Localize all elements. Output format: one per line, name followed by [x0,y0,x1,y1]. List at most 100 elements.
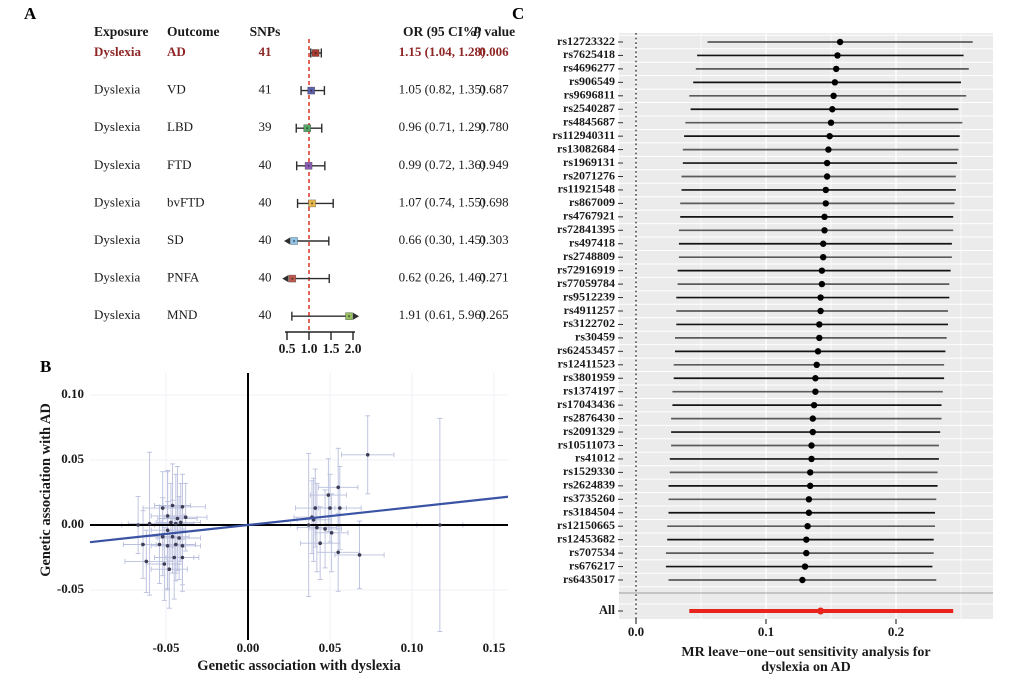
estimate-dot [804,523,811,530]
panel-b-scatter: -0.05 0.00 0.05 0.10 0.150.100.050.00-0.05Ge… [38,373,509,674]
estimate-dot [825,146,832,153]
or-marker-dot [307,164,310,167]
snp-point [338,506,342,510]
p-value-cell: 0.303 [479,232,508,247]
mr-regression-line [89,495,509,544]
estimate-dot [809,415,816,422]
p-value-cell: 0.271 [479,270,508,285]
p-value-cell: 0.949 [479,157,508,172]
snp-point [365,453,370,457]
estimate-dot [808,455,815,463]
loo-row: rs2876430 [563,410,942,424]
outcome-cell: MND [167,307,197,322]
or-axis [285,331,355,340]
snps-cell: 40 [259,157,272,172]
snp-label: rs3735260 [563,491,615,505]
exposure-cell: Dyslexia [94,119,140,134]
y-axis-title: Genetic association with AD [38,403,54,577]
column-header: P value [473,24,515,39]
estimate-dot [826,132,833,140]
loo-row: rs497418 [569,236,952,250]
snp-point [147,521,152,526]
x-tick-label: 0.1 [758,624,774,639]
panel-a-forest-table: Exposure Outcome SNPs OR (95 CI%)P value Dys… [94,24,515,356]
snp-point [323,527,327,531]
or-ci-cell: 0.96 (0.71, 1.29) [399,119,486,134]
estimate-dot [812,388,819,395]
loo-row: rs9696811 [564,88,967,102]
snp-label: rs4696277 [563,61,615,75]
snp-point [160,534,165,539]
or-axis-tick-label: 1.5 [323,341,340,356]
estimate-dot [822,186,829,194]
snp-label: rs41012 [575,451,615,465]
estimate-dot [829,106,836,113]
snp-point [328,506,332,510]
loo-row: rs12411523 [558,357,945,371]
snp-label: rs676217 [569,558,615,572]
column-header: SNPs [250,24,281,39]
p-value-cell: 0.698 [479,194,508,209]
estimate-dot [821,213,828,221]
snp-label: rs2748809 [563,249,615,263]
snp-point [180,555,185,560]
estimate-dot [823,173,831,180]
forest-row-AD: Dyslexia AD 41 1.15 (1.04, 1.28)0.006 [94,44,509,59]
snp-point [170,503,175,508]
estimate-dot [820,254,827,261]
estimate-dot [836,38,844,46]
snp-label: rs12723322 [557,34,615,48]
or-axis-tick-label: 0.5 [279,341,296,356]
snps-cell: 40 [259,194,272,209]
loo-row: rs12150665 [557,518,935,532]
forest-row-MND: Dyslexia MND 40 1.91 (0.61, 5.96)0.265 [94,307,509,322]
snp-point [157,542,162,547]
snp-point [172,555,176,560]
estimate-dot [808,442,815,449]
or-ci-cell: 1.91 (0.61, 5.96) [399,307,486,322]
or-ci-cell: 1.15 (1.04, 1.28) [399,44,486,59]
estimate-dot [805,496,813,503]
estimate-dot [821,227,828,234]
snp-point [183,515,188,519]
estimate-dot [807,482,814,490]
loo-row: rs867009 [569,195,955,209]
loo-row: rs11921548 [558,182,956,196]
or-ci-cell: 0.66 (0.30, 1.45) [399,232,486,247]
estimate-dot [827,119,835,126]
snp-point [326,493,331,497]
panel-background [619,33,993,619]
estimate-dot [809,428,816,436]
snp-label: rs4845687 [563,114,615,128]
snp-label: rs10511073 [558,437,615,451]
estimate-dot [822,200,829,207]
loo-row: rs12723322 [557,34,973,48]
snp-point [336,485,341,490]
x-tick-label: 0.0 [628,624,644,639]
estimate-dot [830,92,837,100]
y-tick-label: 0.00 [61,516,84,531]
x-axis-title-line2: dyslexia on AD [761,660,850,675]
snp-point [170,534,175,539]
loo-row: rs2091329 [563,424,941,438]
y-tick-label: -0.05 [57,581,85,596]
forest-row-SD: Dyslexia SD 40 0.66 (0.30, 1.45)0.303 [94,232,509,247]
exposure-cell: Dyslexia [94,232,140,247]
loo-row: rs72841395 [557,222,954,236]
loo-row: rs6435017 [563,572,937,586]
snp-label: rs2624839 [563,478,615,492]
x-tick-label: 0.05 [319,640,342,655]
estimate-dot [813,361,820,368]
or-ci-cell: 0.62 (0.26, 1.46) [399,270,486,285]
or-marker-dot [291,277,294,280]
panel-b-label: B [40,357,52,376]
snp-point [313,506,318,510]
snp-label: rs1374197 [563,383,615,397]
snp-point [178,520,183,525]
loo-row: rs10511073 [558,437,939,451]
loo-row: rs3735260 [563,491,937,505]
snp-label: rs9512239 [563,289,615,303]
truncation-arrow-left [284,237,291,245]
snp-point [174,542,178,547]
snp-point [165,544,170,548]
